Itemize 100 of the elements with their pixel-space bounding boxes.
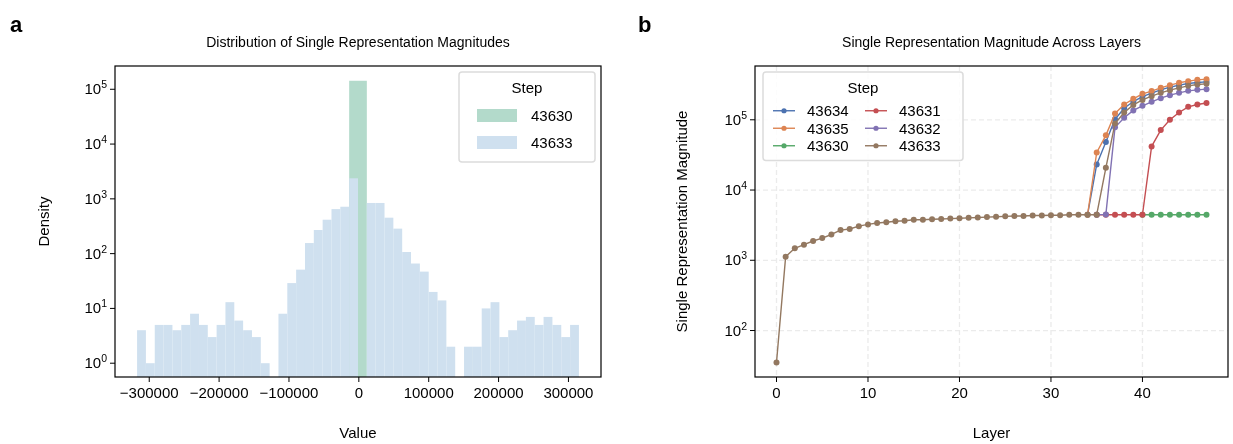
point	[1029, 212, 1036, 219]
point	[1020, 213, 1027, 219]
point	[1130, 211, 1137, 218]
point	[1185, 103, 1192, 110]
point	[1185, 211, 1192, 218]
point	[956, 215, 963, 222]
legend-label: 43631	[899, 102, 941, 120]
point	[1102, 164, 1109, 171]
point	[1112, 120, 1119, 127]
point	[1075, 211, 1082, 218]
point	[938, 216, 945, 222]
point	[1157, 211, 1164, 218]
x-tick-label: −200000	[189, 384, 249, 401]
point	[1166, 116, 1173, 123]
legend-title: Step	[847, 79, 879, 96]
point	[929, 216, 936, 223]
point	[1093, 149, 1100, 156]
point	[910, 216, 917, 223]
legend-label: 43630	[531, 107, 573, 124]
point	[1194, 211, 1201, 218]
point	[883, 219, 890, 226]
point	[1148, 211, 1155, 218]
y-tick-label: 10$^{5}$	[724, 108, 748, 128]
y-tick-label: 10$^{1}$	[84, 297, 108, 317]
point	[974, 214, 981, 221]
legend-label: 43633	[531, 134, 573, 151]
x-axis-title: Layer	[972, 424, 1011, 441]
text: a	[10, 12, 23, 37]
point	[800, 241, 807, 248]
x-tick-label: 300000	[543, 384, 594, 401]
point	[1176, 89, 1183, 96]
point	[782, 253, 789, 260]
point	[1148, 98, 1155, 105]
y-tick-label: 10$^{4}$	[724, 179, 748, 199]
point	[947, 215, 954, 222]
point	[1112, 211, 1119, 218]
point	[1121, 211, 1128, 218]
point	[828, 231, 835, 238]
y-tick-label: 10$^{3}$	[84, 187, 108, 207]
point	[1148, 143, 1155, 150]
point	[1194, 86, 1201, 93]
y-tick-label: 10$^{4}$	[84, 133, 108, 153]
point	[846, 225, 853, 232]
point	[1203, 100, 1210, 107]
point	[983, 214, 990, 221]
point	[1185, 87, 1192, 94]
point	[837, 227, 844, 234]
point	[1176, 109, 1183, 116]
point	[855, 223, 862, 230]
point	[1066, 211, 1073, 218]
point	[993, 213, 1000, 220]
y-tick-label: 10$^{0}$	[84, 352, 108, 372]
point	[1130, 107, 1137, 114]
point	[1112, 110, 1119, 117]
point	[1121, 114, 1128, 121]
y-axis-title: Density	[35, 196, 52, 247]
point	[1002, 213, 1009, 220]
y-tick-label: 10$^{2}$	[724, 319, 748, 339]
point	[1194, 101, 1201, 108]
y-axis-title: Single Representation Magnitude	[673, 110, 690, 333]
point	[874, 219, 881, 226]
point	[1121, 101, 1128, 108]
x-tick-label: −100000	[259, 384, 319, 401]
point	[1166, 92, 1173, 99]
point	[1176, 211, 1183, 218]
y-tick-label: 10$^{3}$	[724, 249, 748, 269]
point	[864, 221, 871, 228]
x-tick-label: 40	[1134, 384, 1151, 401]
point	[1038, 212, 1045, 219]
point	[1102, 132, 1109, 139]
x-tick-label: 20	[951, 384, 968, 401]
point	[773, 359, 780, 366]
point	[1166, 211, 1173, 218]
x-tick-label: 0	[772, 384, 781, 401]
point	[1157, 127, 1164, 134]
legend-title: Step	[511, 79, 543, 96]
y-tick-label: 10$^{2}$	[84, 242, 108, 262]
x-tick-label: 200000	[473, 384, 524, 401]
point	[1011, 213, 1018, 219]
text: b	[638, 12, 652, 37]
legend-label: 43634	[807, 102, 849, 120]
x-tick-label: 30	[1042, 384, 1060, 401]
x-tick-label: 0	[354, 384, 364, 401]
point	[892, 218, 899, 225]
point	[965, 214, 972, 221]
point	[919, 216, 926, 223]
point	[819, 235, 826, 242]
chart-title: Single Representation Magnitude Across Layers	[842, 34, 1141, 50]
legend-label: 43630	[807, 137, 849, 155]
point	[1157, 95, 1164, 102]
point	[1047, 212, 1054, 219]
x-tick-label: 100000	[403, 384, 454, 401]
chart-title: Distribution of Single Representation Magnitudes	[206, 34, 510, 50]
point	[1203, 211, 1210, 218]
x-tick-label: −300000	[119, 384, 179, 401]
legend-label: 43635	[807, 119, 849, 137]
y-tick-label: 10$^{5}$	[84, 78, 108, 98]
point	[791, 245, 798, 252]
point	[1139, 102, 1146, 109]
legend-label: 43632	[899, 119, 941, 137]
